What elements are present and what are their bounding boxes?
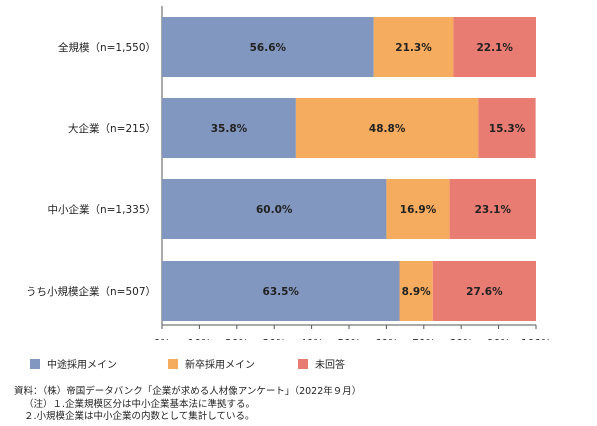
bar-segment [478,98,536,158]
legend-swatch-mid-career [30,358,40,369]
x-tick-label: 100% [521,338,551,340]
bar-segment [386,179,450,239]
bar-segment [399,261,433,321]
legend-swatch-new-graduate [168,358,178,369]
source-note: 資料：（株）帝国データバンク「企業が求める人材像アンケート」（2022年９月） [14,386,362,397]
data-label: 22.1% [476,42,513,54]
category-label: うち小規模企業（n=507） [26,285,156,298]
notes: 資料：（株）帝国データバンク「企業が求める人材像アンケート」（2022年９月） … [14,386,584,424]
bar-segment [162,17,374,77]
x-tick-label: 90% [487,338,510,340]
data-label: 48.8% [369,123,406,135]
category-label: 中小企業（n=1,335） [47,203,156,216]
legend-label-mid-career: 中途採用メイン [47,360,117,371]
bar-segment [373,17,454,77]
data-label: 8.9% [402,286,432,298]
legend: 中途採用メイン 新卒採用メイン 未回答 [30,356,430,372]
bar-segment [162,261,400,321]
data-label: 35.8% [211,123,248,135]
x-tick-label: 30% [263,338,286,340]
x-tick-label: 40% [300,338,323,340]
legend-item-new-graduate: 新卒採用メイン [168,356,255,371]
category-label: 全規模（n=1,550） [58,41,156,54]
bar-segment [432,261,536,321]
x-tick-label: 80% [450,338,473,340]
legend-item-mid-career: 中途採用メイン [30,356,117,371]
x-tick-label: 10% [188,338,211,340]
category-label: 大企業（n=215） [68,122,156,135]
bar-segment [453,17,536,77]
stacked-bar-chart: 0% 10% 20% 30% 40% 50% 60% 70% 80% 90% 100% 56.6% 21… [26,6,551,340]
legend-label-new-graduate: 新卒採用メイン [185,360,255,371]
data-label: 21.3% [395,42,432,54]
data-label: 63.5% [263,286,300,298]
x-tick-label: 70% [412,338,435,340]
data-label: 23.1% [475,204,512,216]
legend-item-no-answer: 未回答 [298,356,345,371]
legend-swatch-no-answer [298,358,308,369]
bar-segment [162,179,387,239]
data-label: 15.3% [489,123,526,135]
legend-label-no-answer: 未回答 [315,360,345,371]
data-label: 16.9% [400,204,437,216]
data-label: 56.6% [250,42,287,54]
bar-segment [162,98,296,158]
data-label: 60.0% [256,204,293,216]
x-tick-label: 0% [154,338,171,340]
x-tick-label: 60% [375,338,398,340]
bar-segment [295,98,479,158]
bar-segment [449,179,536,239]
x-tick-label: 50% [337,338,360,340]
data-label: 27.6% [466,286,503,298]
x-tick-label: 20% [225,338,248,340]
note-1: （注）１.企業規模区分は中小企業基本法に準拠する。 [24,398,256,410]
note-2: ２.小規模企業は中小企業の内数として集計している。 [24,411,255,422]
